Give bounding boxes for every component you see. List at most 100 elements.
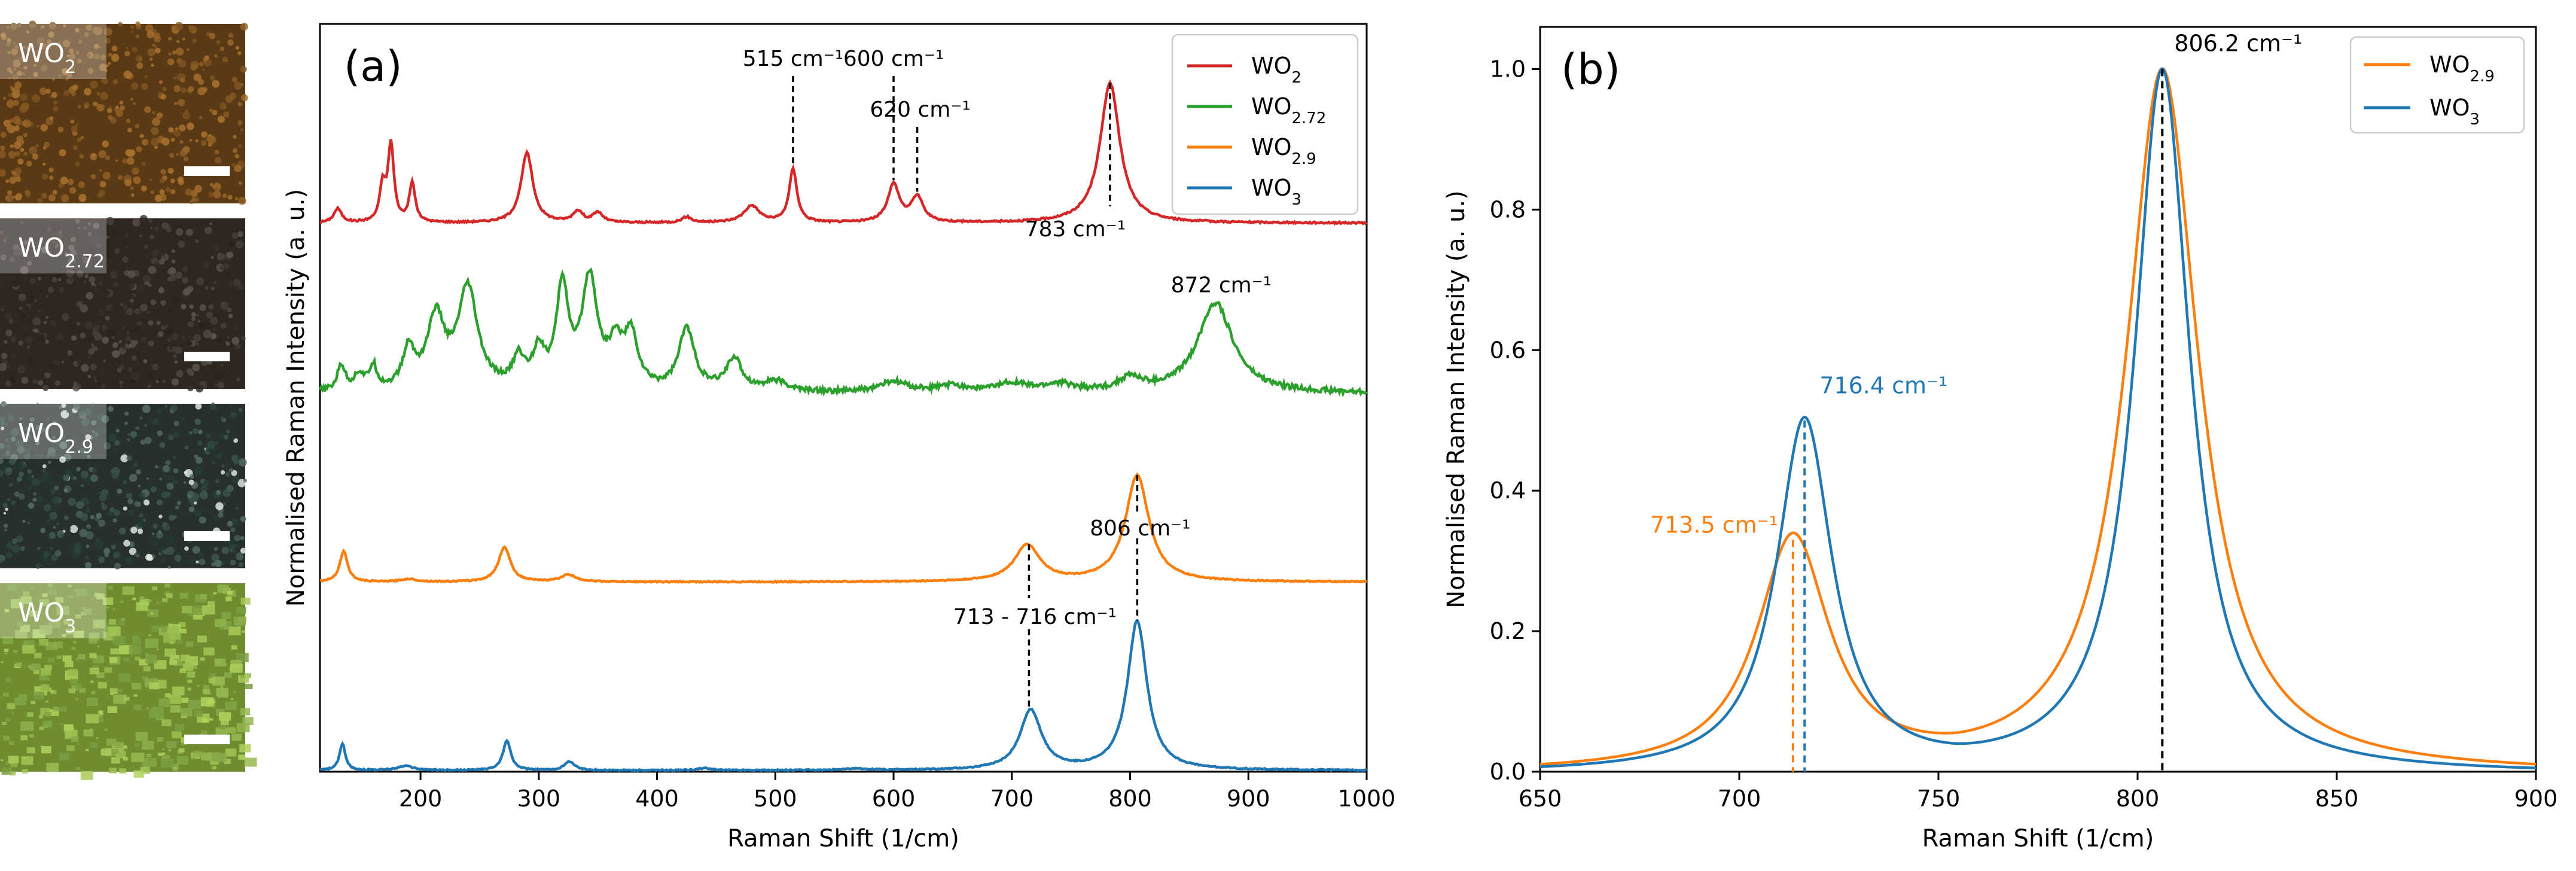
micrograph-grain — [130, 25, 135, 29]
micrograph-grain — [20, 471, 23, 474]
micrograph-grain — [0, 230, 4, 234]
micrograph-grain — [171, 333, 179, 340]
micrograph-grain — [57, 126, 64, 133]
micrograph-grain — [144, 284, 148, 288]
micrograph-grain — [112, 281, 119, 288]
micrograph-grain — [188, 506, 195, 513]
micrograph-grain — [123, 540, 130, 547]
micrograph-grain — [193, 613, 203, 620]
micrograph-grain — [100, 384, 106, 389]
micrograph-grain — [52, 436, 56, 440]
micrograph-grain — [15, 193, 23, 200]
micrograph-grain — [159, 441, 166, 448]
micrograph-grain — [130, 526, 138, 534]
micrograph-grain — [169, 641, 174, 644]
micrograph-grain — [197, 319, 201, 322]
micrograph-grain — [172, 340, 176, 345]
micrograph-grain — [4, 528, 8, 532]
micrograph-grain — [13, 248, 22, 257]
micrograph-grain — [18, 598, 21, 600]
micrograph-grain — [221, 546, 230, 555]
micrograph-grain — [20, 546, 25, 551]
x-tick-label: 600 — [872, 785, 916, 812]
micrograph-grain — [156, 499, 163, 505]
micrograph-grain — [73, 641, 77, 644]
micrograph-grain — [158, 530, 162, 534]
micrograph-grain — [165, 705, 169, 708]
micrograph-grain — [205, 433, 211, 438]
micrograph-grain — [173, 101, 178, 105]
scale-bar — [184, 166, 230, 176]
annotation-label: 783 cm⁻¹ — [1025, 217, 1126, 242]
micrograph-grain — [48, 532, 56, 539]
panel-label: (a) — [344, 42, 403, 91]
micrograph-grain — [141, 185, 147, 192]
micrograph-grain — [56, 358, 60, 361]
micrograph-grain — [5, 438, 8, 441]
micrograph-grain — [84, 88, 92, 96]
micrograph-grain — [214, 372, 222, 380]
micrograph-grain — [111, 45, 118, 52]
series-line-WO3 — [319, 619, 1367, 773]
micrograph-grain — [240, 547, 246, 554]
micrograph-grain — [87, 336, 93, 342]
micrograph-grain — [228, 313, 233, 318]
micrograph-grain — [132, 167, 139, 175]
micrograph-grain — [46, 763, 59, 772]
micrograph-grain — [194, 509, 202, 517]
micrograph-grain — [238, 754, 246, 760]
micrograph-grain — [111, 693, 114, 695]
micrograph-grain — [174, 376, 177, 379]
micrograph-grain — [26, 30, 29, 34]
micrograph-grain — [158, 466, 161, 469]
micrograph-grain — [224, 672, 233, 678]
micrograph-grain — [192, 38, 197, 44]
micrograph-grain — [44, 677, 50, 681]
micrograph-grain — [67, 350, 73, 356]
micrograph-grain — [23, 305, 30, 312]
micrograph-grain — [148, 320, 154, 326]
micrograph-grain — [34, 653, 42, 659]
micrograph-grain — [181, 708, 193, 717]
micrograph-grain — [114, 562, 121, 570]
micrograph-grain — [43, 141, 50, 148]
micrograph-grain — [82, 257, 86, 260]
micrograph-grain — [104, 552, 109, 558]
micrograph-grain — [132, 218, 141, 227]
micrograph-grain — [203, 684, 209, 689]
micrograph-grain — [150, 190, 154, 194]
micrograph-grain — [222, 56, 228, 63]
micrograph-grain — [230, 698, 234, 701]
micrograph-grain — [156, 601, 160, 604]
micrograph-grain — [12, 74, 19, 81]
micrograph-grain — [133, 462, 138, 467]
micrograph-grain — [97, 192, 103, 198]
micrograph-grain — [93, 230, 97, 234]
micrograph-grain — [80, 470, 89, 479]
micrograph-grain — [212, 80, 220, 88]
scale-bar — [184, 735, 230, 744]
micrograph-grain — [33, 692, 44, 700]
micrograph-grain — [236, 299, 241, 303]
micrograph-grain — [3, 692, 9, 697]
micrograph-grain — [170, 138, 175, 142]
micrograph-grain — [111, 544, 116, 550]
micrograph-grain — [190, 190, 198, 197]
micrograph-grain — [157, 737, 163, 742]
micrograph-grain — [233, 325, 239, 330]
micrograph-grain — [147, 48, 156, 56]
micrograph-grain — [117, 175, 123, 181]
micrograph-grain — [65, 628, 74, 635]
micrograph-grain — [90, 680, 94, 683]
micrograph-grain — [182, 37, 185, 41]
micrograph-grain — [149, 682, 159, 690]
micrograph-grain — [161, 222, 169, 229]
micrograph-grain — [29, 278, 36, 284]
micrograph-grain — [166, 593, 173, 598]
micrograph-grain — [91, 420, 96, 425]
micrograph-grain — [231, 476, 239, 483]
x-tick-label: 700 — [1718, 785, 1761, 812]
micrograph-grain — [244, 757, 257, 767]
micrograph-grain — [215, 479, 220, 483]
micrograph-grain — [178, 179, 184, 185]
